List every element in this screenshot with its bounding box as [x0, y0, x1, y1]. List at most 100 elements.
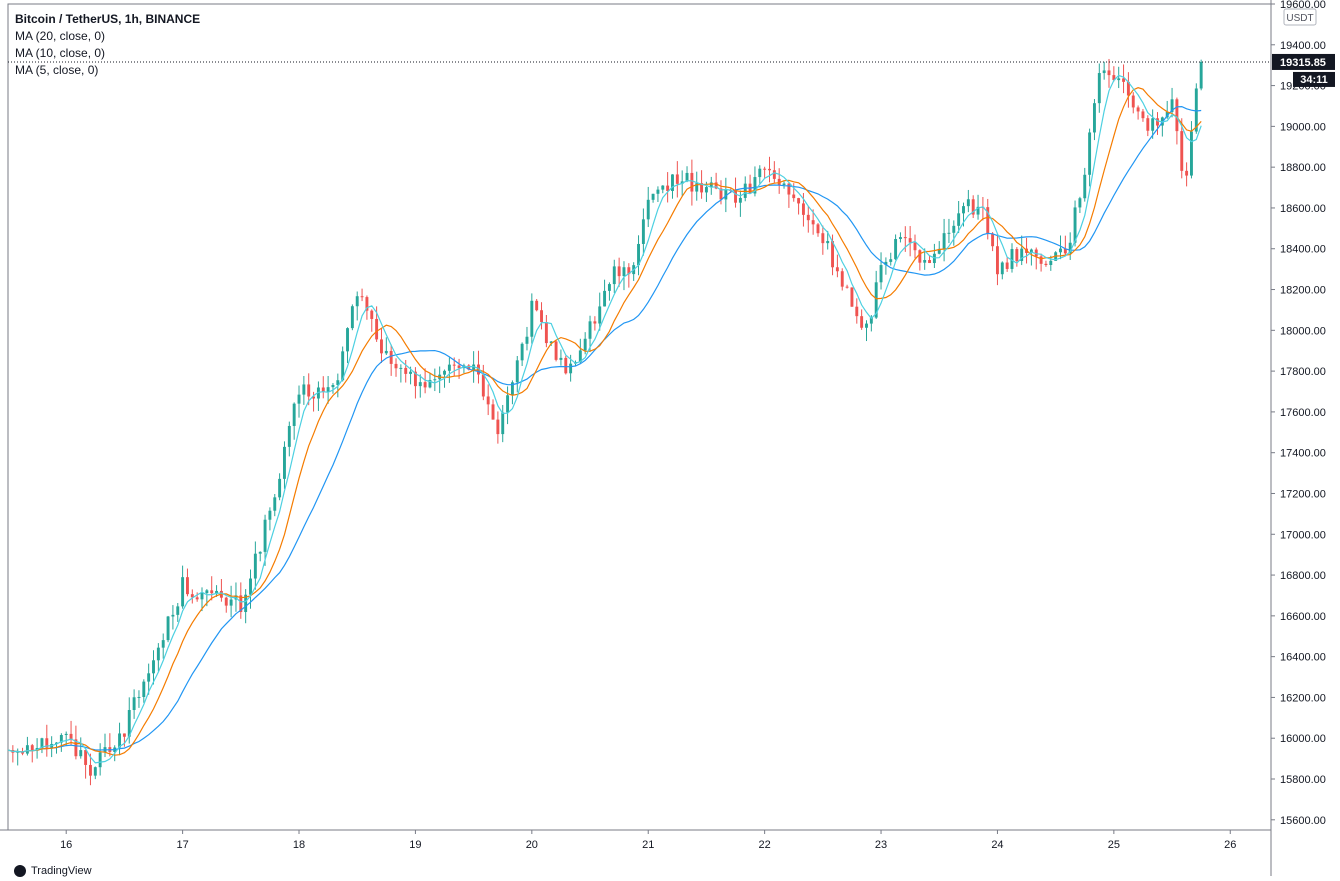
- currency-badge[interactable]: [1283, 8, 1317, 26]
- candle[interactable]: [88, 753, 92, 786]
- candle[interactable]: [1083, 167, 1087, 202]
- candle[interactable]: [380, 328, 383, 364]
- candle[interactable]: [797, 197, 801, 215]
- candle[interactable]: [59, 733, 63, 752]
- candle[interactable]: [666, 172, 670, 203]
- candle[interactable]: [1097, 63, 1101, 113]
- candle[interactable]: [418, 374, 422, 398]
- candle[interactable]: [976, 194, 980, 220]
- candle[interactable]: [1029, 248, 1033, 266]
- candle[interactable]: [942, 218, 946, 262]
- candle[interactable]: [758, 165, 762, 184]
- candle[interactable]: [258, 551, 262, 562]
- candle[interactable]: [433, 368, 437, 392]
- candle[interactable]: [991, 232, 995, 252]
- candle[interactable]: [1005, 257, 1009, 272]
- candle[interactable]: [554, 340, 558, 362]
- candle[interactable]: [1039, 253, 1043, 272]
- candle[interactable]: [25, 736, 29, 756]
- candle[interactable]: [1020, 235, 1024, 266]
- candle[interactable]: [685, 166, 689, 183]
- candle[interactable]: [1049, 255, 1053, 271]
- candle[interactable]: [884, 257, 888, 275]
- candle[interactable]: [772, 161, 776, 183]
- candle[interactable]: [1156, 112, 1159, 135]
- candle[interactable]: [1063, 235, 1067, 256]
- candle[interactable]: [224, 596, 228, 613]
- candle[interactable]: [952, 220, 956, 246]
- candle[interactable]: [283, 441, 286, 489]
- candle[interactable]: [1131, 92, 1135, 114]
- candle[interactable]: [578, 338, 582, 364]
- candle[interactable]: [908, 226, 912, 257]
- candle[interactable]: [1136, 105, 1140, 120]
- candle[interactable]: [865, 320, 868, 342]
- candle[interactable]: [394, 358, 398, 377]
- candle[interactable]: [928, 255, 931, 264]
- candle[interactable]: [118, 722, 122, 756]
- candle[interactable]: [816, 222, 820, 237]
- candle[interactable]: [360, 288, 364, 302]
- candle[interactable]: [734, 177, 737, 208]
- candle[interactable]: [263, 514, 267, 566]
- candle[interactable]: [918, 249, 922, 271]
- candle[interactable]: [564, 355, 568, 375]
- candle[interactable]: [176, 603, 180, 622]
- candle[interactable]: [1073, 200, 1077, 247]
- candle[interactable]: [297, 385, 301, 418]
- candle[interactable]: [40, 737, 44, 754]
- candle[interactable]: [1034, 247, 1038, 270]
- candle[interactable]: [413, 367, 417, 399]
- candle[interactable]: [835, 254, 839, 278]
- candle[interactable]: [1044, 260, 1048, 267]
- candle[interactable]: [1141, 108, 1145, 122]
- candle[interactable]: [845, 284, 849, 289]
- candle[interactable]: [79, 737, 83, 759]
- candle[interactable]: [525, 326, 529, 351]
- candle[interactable]: [651, 193, 655, 203]
- candle[interactable]: [1180, 118, 1184, 179]
- candle[interactable]: [593, 316, 597, 331]
- candle[interactable]: [181, 565, 185, 609]
- candle[interactable]: [1107, 58, 1111, 88]
- candle[interactable]: [957, 200, 961, 234]
- candle[interactable]: [229, 585, 233, 618]
- candle[interactable]: [782, 181, 786, 189]
- candle[interactable]: [641, 208, 645, 256]
- candle[interactable]: [850, 287, 854, 307]
- candle[interactable]: [302, 375, 306, 405]
- candle[interactable]: [540, 302, 543, 330]
- candle[interactable]: [370, 309, 374, 332]
- candle[interactable]: [307, 373, 311, 406]
- candle[interactable]: [1199, 59, 1203, 91]
- candle[interactable]: [501, 404, 505, 443]
- candle[interactable]: [428, 373, 432, 389]
- candle[interactable]: [326, 376, 330, 404]
- candle[interactable]: [724, 177, 728, 213]
- candle[interactable]: [889, 252, 893, 266]
- candle[interactable]: [1151, 109, 1155, 139]
- candle[interactable]: [806, 206, 810, 233]
- candle[interactable]: [530, 293, 534, 344]
- candle[interactable]: [195, 592, 199, 602]
- candle[interactable]: [84, 750, 88, 779]
- candle[interactable]: [971, 195, 975, 219]
- candle[interactable]: [496, 411, 500, 444]
- candle[interactable]: [1068, 232, 1072, 260]
- candle[interactable]: [520, 342, 524, 367]
- candle[interactable]: [1170, 87, 1174, 118]
- candle[interactable]: [777, 168, 781, 194]
- candle[interactable]: [840, 268, 844, 291]
- candle[interactable]: [947, 218, 951, 244]
- candle[interactable]: [161, 633, 165, 659]
- candle[interactable]: [913, 234, 917, 259]
- candle[interactable]: [200, 587, 204, 612]
- candle[interactable]: [171, 605, 175, 630]
- candle[interactable]: [637, 235, 640, 276]
- candle[interactable]: [74, 725, 78, 760]
- candle[interactable]: [675, 161, 679, 198]
- candle[interactable]: [768, 156, 771, 183]
- candle[interactable]: [874, 270, 878, 319]
- candle[interactable]: [743, 176, 747, 202]
